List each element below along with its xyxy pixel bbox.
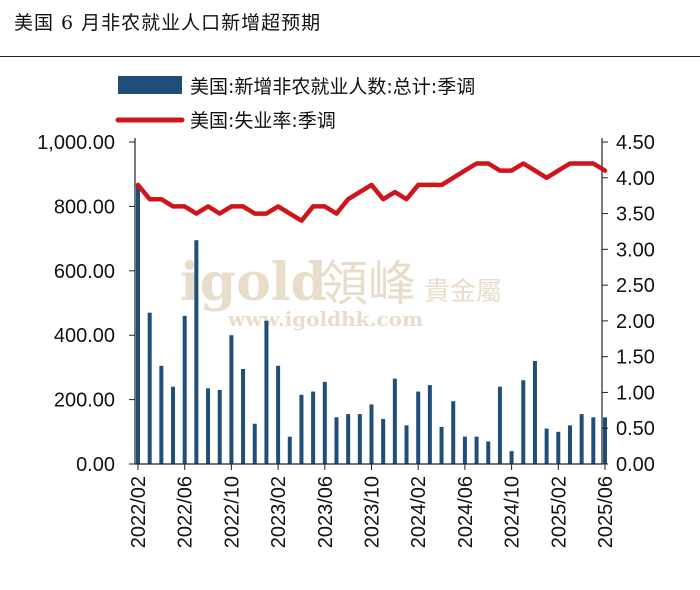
x-tick-label: 2024/10 [502, 476, 524, 548]
title-divider [0, 56, 700, 57]
bar [556, 431, 561, 464]
bar [451, 401, 456, 464]
right-tick-label: 2.00 [616, 311, 655, 333]
bar [381, 418, 386, 464]
left-tick-label: 200.00 [54, 390, 115, 412]
bar [241, 369, 246, 464]
bar [217, 389, 222, 464]
bar [532, 360, 537, 464]
watermark-cn2: 貴金屬 [424, 277, 502, 307]
bar [287, 436, 292, 464]
bar [194, 240, 199, 464]
bar [462, 436, 467, 464]
x-tick-label: 2023/02 [268, 476, 290, 548]
bar [497, 386, 502, 464]
legend-bar-label: 美国:新增非农就业人数:总计:季调 [190, 76, 475, 98]
bar [439, 426, 444, 464]
right-tick-label: 0.50 [616, 418, 655, 440]
bar [486, 441, 491, 464]
bar [392, 378, 397, 464]
bar-series [136, 183, 607, 465]
right-tick-label: 4.50 [616, 132, 655, 154]
left-tick-label: 400.00 [54, 325, 115, 347]
x-tick-label: 2022/02 [128, 476, 150, 548]
x-tick-label: 2023/06 [315, 476, 337, 548]
bar [346, 414, 351, 464]
bar [591, 417, 596, 464]
bar [147, 312, 152, 464]
x-tick-label: 2022/10 [221, 476, 243, 548]
bar [579, 414, 584, 464]
bar [369, 404, 374, 464]
bar [416, 391, 421, 464]
watermark-url: www.igoldhk.com [227, 307, 423, 331]
watermark: igold 領峰 貴金屬 www.igoldhk.com [180, 252, 502, 331]
x-tick-label: 2024/06 [455, 476, 477, 548]
left-tick-label: 0.00 [76, 454, 115, 476]
bar [182, 315, 187, 464]
bar [427, 385, 432, 464]
legend-bar-swatch [118, 76, 182, 94]
right-tick-label: 0.00 [616, 454, 655, 476]
bar [521, 380, 526, 464]
bar [136, 183, 140, 465]
bar [509, 451, 514, 464]
chart-title: 美国 6 月非农就业人口新增超预期 [14, 12, 322, 34]
legend-line-label: 美国:失业率:季调 [190, 110, 336, 132]
x-tick-label: 2023/10 [362, 476, 384, 548]
bar [299, 394, 304, 464]
left-tick-label: 800.00 [54, 196, 115, 218]
right-tick-label: 4.00 [616, 168, 655, 190]
x-tick-label: 2025/02 [548, 476, 570, 548]
watermark-cn: 領峰 [320, 256, 416, 312]
bar [567, 425, 572, 464]
right-tick-label: 1.00 [616, 382, 655, 404]
bar [334, 417, 339, 464]
right-tick-label: 1.50 [616, 347, 655, 369]
left-tick-label: 600.00 [54, 261, 115, 283]
left-tick-label: 1,000.00 [37, 132, 115, 154]
right-tick-label: 3.50 [616, 204, 655, 226]
bar [229, 335, 234, 464]
x-tick-label: 2024/02 [408, 476, 430, 548]
unemployment-line [135, 161, 608, 223]
bar [171, 386, 176, 464]
bar [404, 425, 409, 464]
bar [276, 365, 281, 464]
bar [311, 391, 316, 464]
x-tick-label: 2022/06 [175, 476, 197, 548]
bar [252, 423, 257, 464]
bar [357, 414, 362, 464]
right-tick-label: 3.00 [616, 239, 655, 261]
bar [264, 320, 269, 464]
bar [159, 365, 164, 464]
bar [603, 417, 607, 464]
x-tick-label: 2025/06 [595, 476, 617, 548]
line-series [135, 161, 608, 223]
bar [206, 388, 211, 464]
axes: 0.00 200.00 400.00 600.00 800.00 1,000.00 0.00… [37, 132, 655, 548]
watermark-brand: igold [180, 252, 327, 313]
right-tick-label: 2.50 [616, 275, 655, 297]
bar [544, 428, 549, 464]
bar [322, 381, 327, 464]
bar [474, 436, 479, 464]
